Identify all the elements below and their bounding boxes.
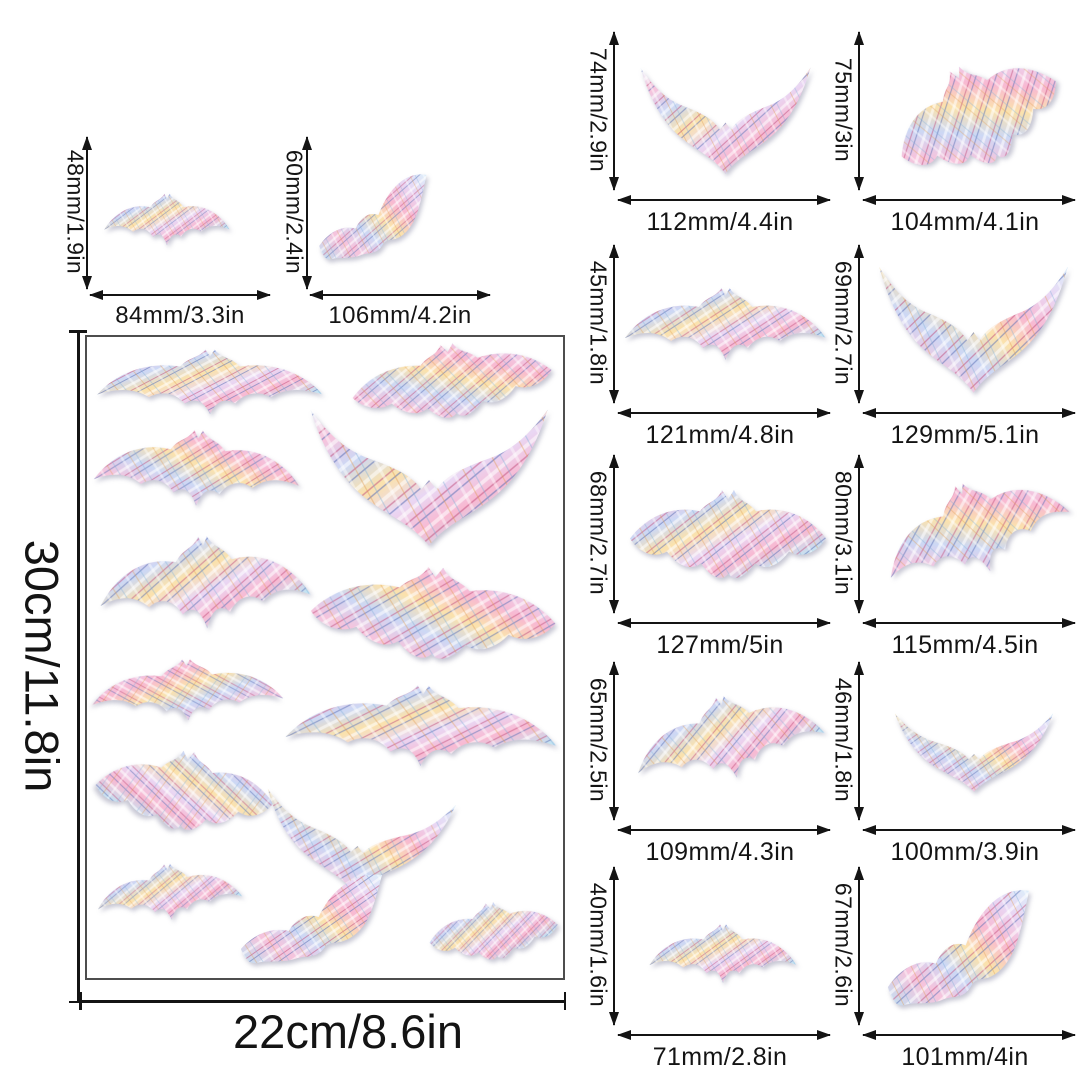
bat-sticker <box>887 890 1029 1006</box>
bat-width-label: 71mm/2.8in <box>652 1043 788 1071</box>
measured-bat-cell: 65mm/2.5in 109mm/4.3in <box>585 660 838 870</box>
bat-width-label: 106mm/4.2in <box>328 302 472 329</box>
measured-bat-cell: 74mm/2.9in 112mm/4.4in <box>585 30 838 240</box>
bat-height-label: 67mm/2.6in <box>830 882 857 1008</box>
vertical-dimension-arrow <box>86 137 88 289</box>
bat-height-label: 45mm/1.8in <box>585 260 612 386</box>
vertical-dimension-arrow <box>858 867 860 1025</box>
vertical-dimension-arrow <box>613 245 615 403</box>
measured-bat-cell: 69mm/2.7in 129mm/5.1in <box>830 243 1080 453</box>
bat-height-label: 80mm/3.1in <box>830 470 857 596</box>
horizontal-dimension-arrow <box>863 622 1075 624</box>
horizontal-dimension-arrow <box>618 1034 830 1036</box>
horizontal-dimension-arrow <box>863 412 1075 414</box>
horizontal-dimension-arrow <box>863 199 1075 201</box>
sheet-width-label: 22cm/8.6in <box>233 1005 463 1058</box>
bat-height-label: 65mm/2.5in <box>585 677 612 803</box>
horizontal-dimension-arrow <box>618 412 830 414</box>
measured-bat-cell: 40mm/1.6in 71mm/2.8in <box>585 865 838 1075</box>
bat-width-label: 109mm/4.3in <box>645 838 795 866</box>
vertical-dimension-arrow <box>306 137 308 289</box>
sheet-bat <box>91 742 278 839</box>
sheet-bat <box>94 857 245 927</box>
vertical-dimension-arrow <box>858 32 860 190</box>
horizontal-dimension-arrow <box>863 1034 1075 1036</box>
vertical-dimension-arrow <box>858 662 860 820</box>
vertical-dimension-arrow <box>613 662 615 820</box>
bat-sticker <box>877 31 1076 198</box>
bat-width-label: 121mm/4.8in <box>645 421 795 449</box>
bat-sticker <box>626 677 831 798</box>
horizontal-dimension-arrow <box>863 829 1075 831</box>
bat-height-label: 75mm/3in <box>830 57 857 163</box>
sheet-height-label: 30cm/11.8in <box>15 539 69 793</box>
bat-width-label: 101mm/4in <box>901 1043 1029 1071</box>
horizontal-dimension-arrow <box>618 199 830 201</box>
bat-sticker <box>640 67 811 174</box>
sheet-bat <box>97 349 323 415</box>
bat-sticker <box>879 266 1068 393</box>
sheet-width-dimension-line <box>80 1000 565 1003</box>
bat-width-label: 115mm/4.5in <box>891 631 1039 659</box>
sheet-bat <box>310 409 548 546</box>
measured-bat-cell: 46mm/1.8in 100mm/3.9in <box>830 660 1080 870</box>
sheet-bat <box>284 680 559 771</box>
bat-height-label: 46mm/1.8in <box>830 677 857 803</box>
vertical-dimension-arrow <box>613 32 615 190</box>
bat-height-label: 69mm/2.7in <box>830 260 857 386</box>
horizontal-dimension-arrow <box>310 294 490 296</box>
sheet-bat <box>93 426 302 510</box>
bat-width-label: 112mm/4.4in <box>646 208 794 236</box>
measured-bat-cell: 75mm/3in 104mm/4.1in <box>830 30 1080 240</box>
bat-sticker <box>869 452 1080 605</box>
bat-height-label: 60mm/2.4in <box>281 149 308 275</box>
horizontal-dimension-arrow <box>618 829 830 831</box>
vertical-dimension-arrow <box>613 455 615 613</box>
bat-sticker <box>649 924 797 984</box>
sheet-height-dimension-line <box>77 331 80 1002</box>
horizontal-dimension-arrow <box>618 622 830 624</box>
sheet-bat <box>308 560 559 665</box>
bat-height-label: 48mm/1.9in <box>62 149 89 275</box>
bat-sticker <box>630 490 826 578</box>
measured-bat-cell: 45mm/1.8in 121mm/4.8in <box>585 243 838 453</box>
bat-width-label: 127mm/5in <box>656 631 784 659</box>
measured-bat-cell: 68mm/2.7in 127mm/5in <box>585 453 838 663</box>
bat-width-label: 129mm/5.1in <box>890 421 1040 449</box>
bat-height-label: 74mm/2.9in <box>585 47 612 173</box>
sheet-bat <box>240 874 382 964</box>
bat-height-label: 40mm/1.6in <box>585 882 612 1008</box>
bat-sticker <box>104 193 230 246</box>
vertical-dimension-arrow <box>858 245 860 403</box>
measured-bat-cell: 80mm/3.1in 115mm/4.5in <box>830 452 1080 663</box>
bat-sticker <box>894 713 1054 792</box>
vertical-dimension-arrow <box>613 867 615 1025</box>
vertical-dimension-arrow <box>858 455 860 613</box>
bat-width-label: 104mm/4.1in <box>890 208 1040 236</box>
sheet-bat <box>97 530 313 635</box>
sheet-bat <box>90 655 284 724</box>
horizontal-dimension-arrow <box>90 294 270 296</box>
bat-width-label: 100mm/3.9in <box>890 838 1040 866</box>
bat-height-label: 68mm/2.7in <box>585 470 612 596</box>
bat-sticker <box>319 174 427 260</box>
bat-sticker <box>625 288 826 360</box>
measured-bat-cell: 67mm/2.6in 101mm/4in <box>830 865 1080 1075</box>
bat-width-label: 84mm/3.3in <box>115 302 245 329</box>
